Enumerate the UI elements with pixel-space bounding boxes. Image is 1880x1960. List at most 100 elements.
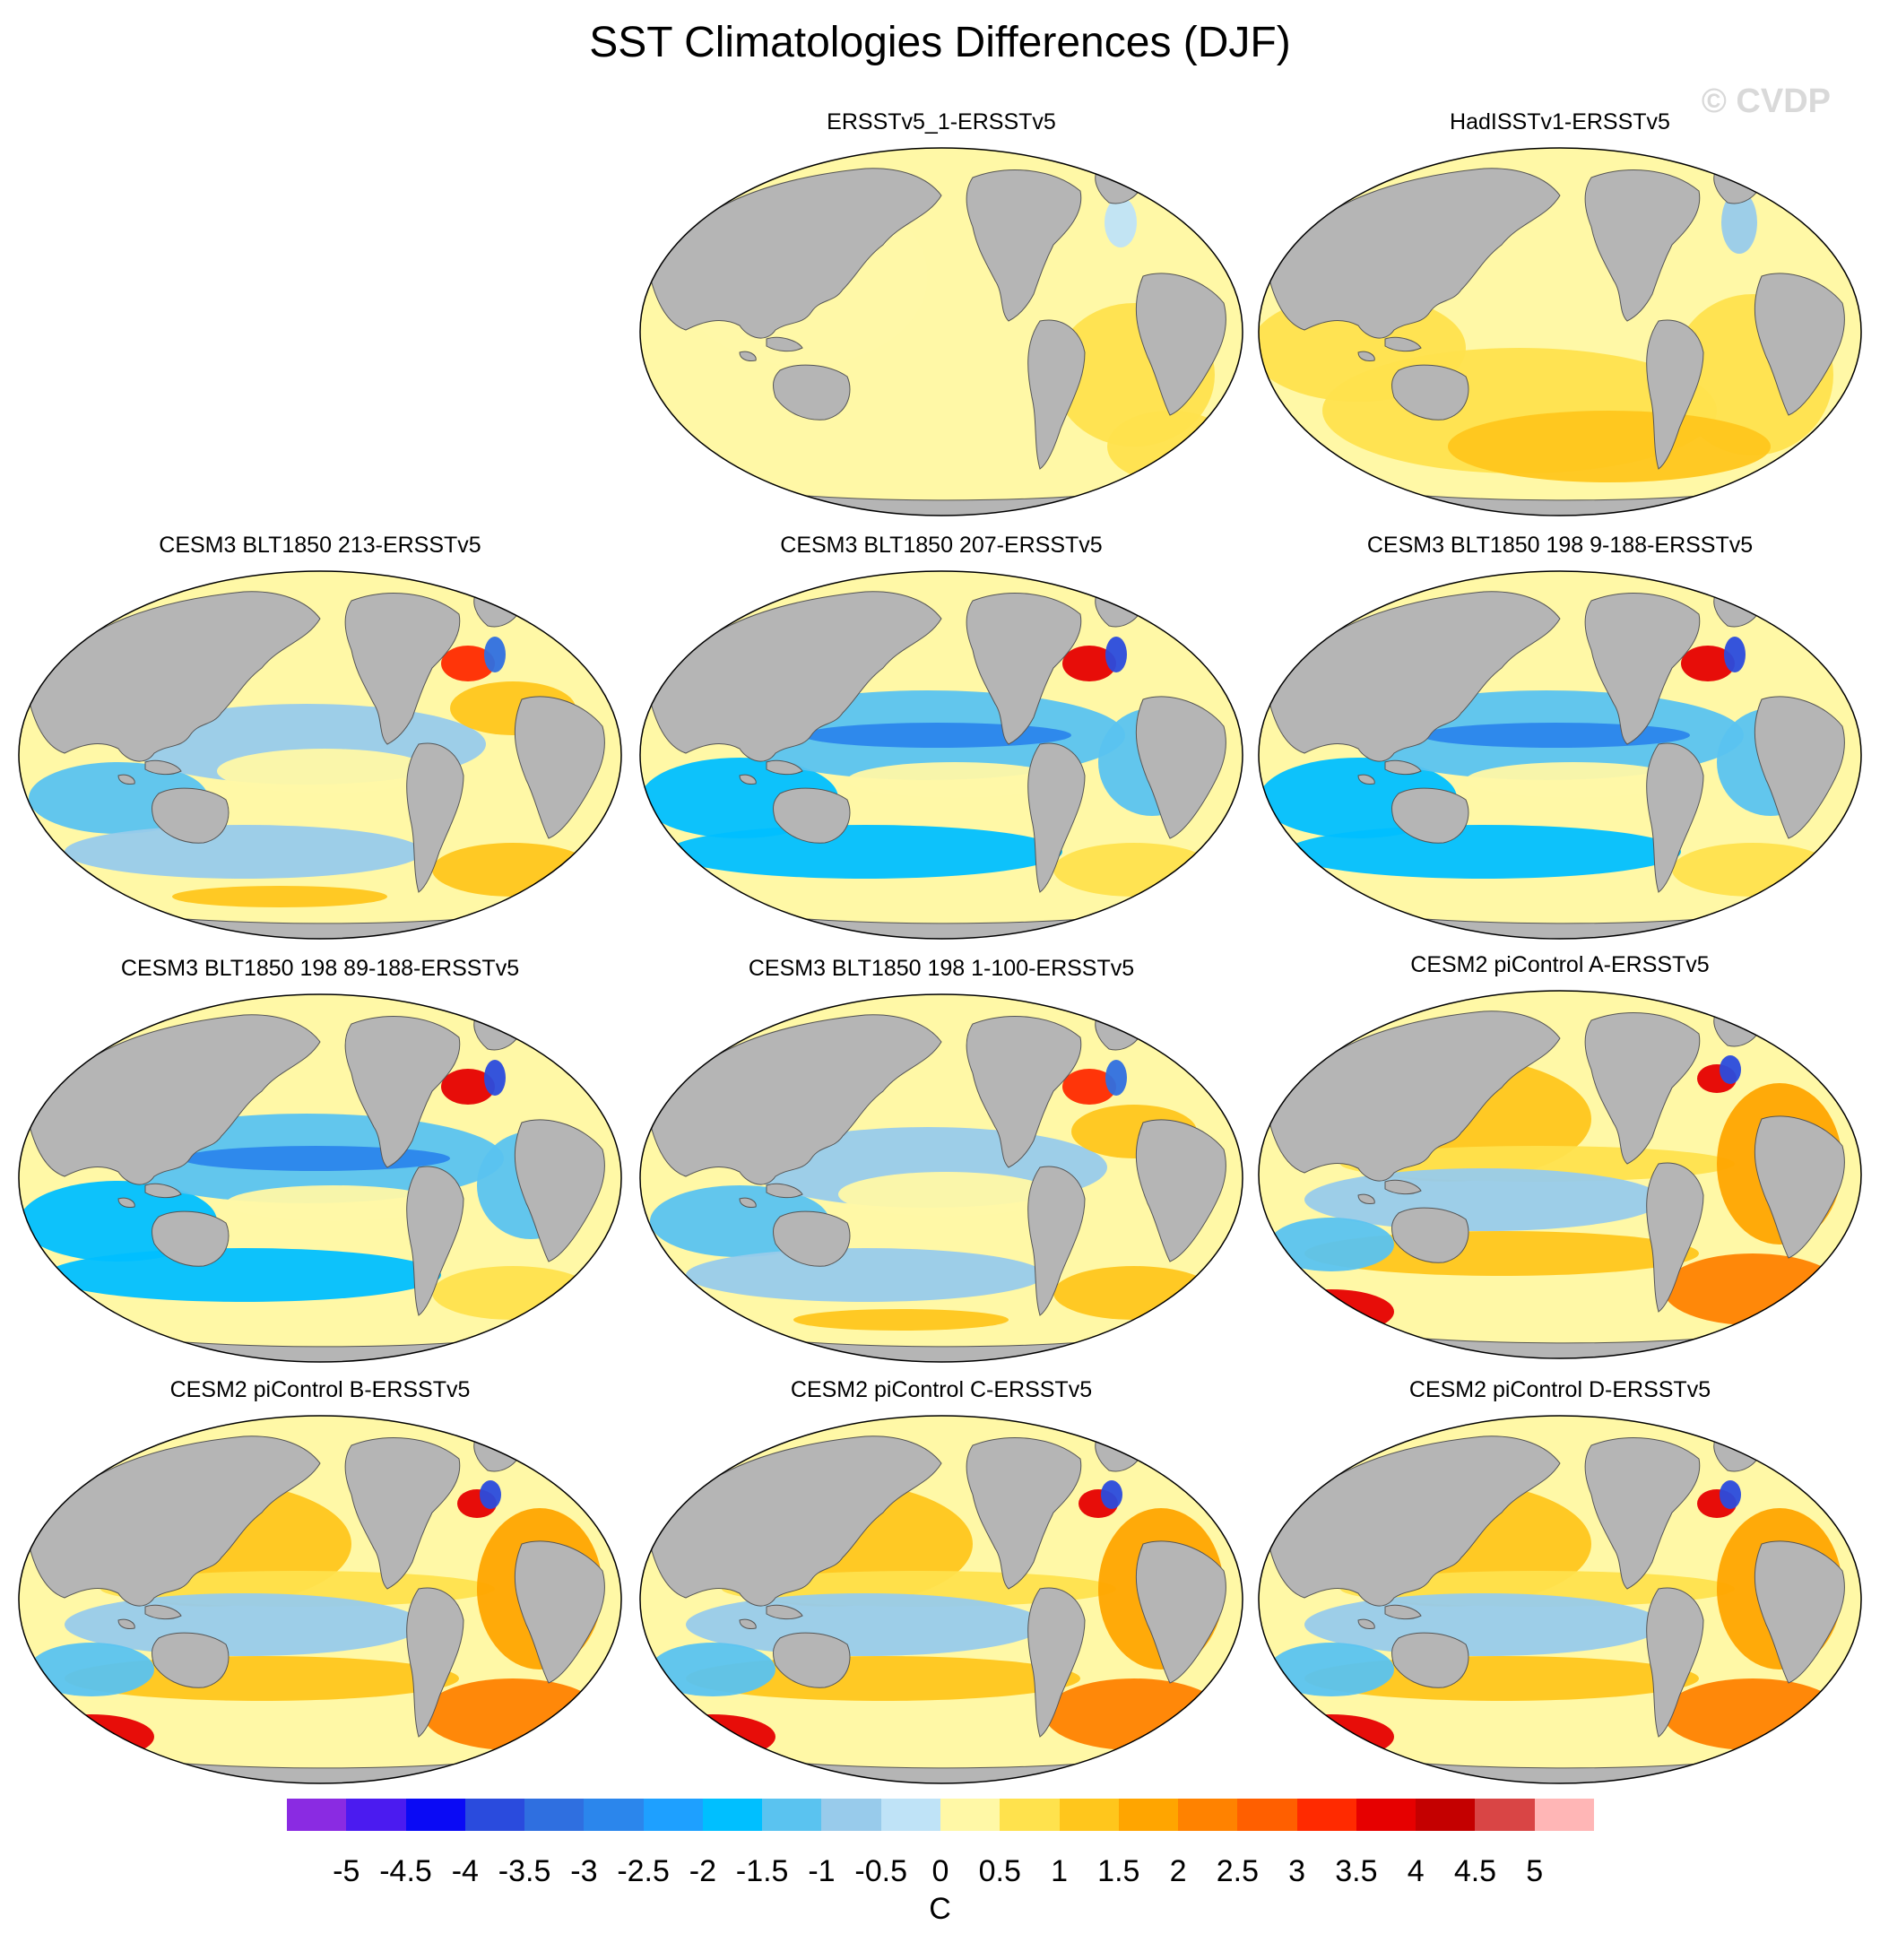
colorbar-tick-label: 0.5 [978,1854,1021,1888]
colorbar-tick-labels: -5 -4.5 -4 -3.5 -3 -2.5 -2 -1.5 -1 -0.5 0 0.5 1 1.5 2 2… [0,1854,1880,1890]
colorbar-tick-label: 0 [931,1854,949,1888]
land-mass [649,591,942,762]
land-mass [1268,168,1561,339]
land-mass [1357,1618,1375,1629]
land-mass [966,593,1082,745]
land-mass [1027,1166,1086,1316]
sst-anomaly-region [181,1146,450,1171]
colorbar-swatch [1534,1799,1595,1831]
map-border [1258,147,1862,516]
colorbar-tick-label: -1.5 [735,1854,789,1888]
land-mass [1027,319,1086,470]
land-mass [766,1183,803,1199]
land-mass [739,1197,757,1208]
panel-title: CESM3 BLT1850 207-ERSSTv5 [780,533,1103,558]
sst-anomaly-region [838,1172,1053,1217]
sst-anomaly-region [29,1714,154,1759]
map-panel-cesm3-207: CESM3 BLT1850 207-ERSSTv5 [632,533,1251,954]
colorbar-units: C [929,1892,951,1926]
land-mass [1646,742,1704,893]
colorbar-swatch [524,1799,585,1831]
sst-anomaly-region [1466,762,1681,798]
panel-title: HadISSTv1-ERSSTv5 [1450,109,1670,134]
sst-anomaly-region [1448,411,1771,482]
sst-anomaly-region [226,1185,441,1221]
land-mass [1584,593,1701,745]
sst-anomaly-region [650,1714,775,1759]
sst-anomaly-region [1663,1253,1842,1325]
colorbar-swatch [1118,1799,1179,1831]
colorbar-swatch [643,1799,704,1831]
colorbar-tick-label: 2.5 [1216,1854,1259,1888]
land-mass [1584,169,1701,322]
world-map [639,993,1243,1363]
world-map [1258,147,1862,516]
land-mass [152,1632,230,1688]
map-panel-cesm2-c: CESM2 piControl C-ERSSTv5 [632,1377,1251,1799]
land-mass [28,591,321,762]
land-mass [344,1437,461,1590]
land-mass [117,1618,135,1629]
colorbar-tick-label: -1 [808,1854,836,1888]
land-mass [514,1119,605,1262]
colorbar-tick-label: 4.5 [1453,1854,1497,1888]
land-mass [739,774,757,785]
sst-anomaly-region [650,1643,775,1696]
land-mass [152,787,230,844]
colorbar-swatch [405,1799,466,1831]
sst-anomaly-region [1105,637,1127,672]
sst-anomaly-region [1720,1055,1741,1084]
land-mass [1384,1179,1422,1195]
map-panel-ersstv5-1: ERSSTv5_1-ERSSTv5 [632,109,1251,531]
land-mass [1357,351,1375,361]
sst-anomaly-region [484,637,506,672]
world-map [18,993,622,1363]
colorbar-swatch [940,1799,1001,1831]
panel-title: CESM3 BLT1850 198 9-188-ERSSTv5 [1366,533,1754,558]
land-mass [406,742,464,893]
land-mass [1268,591,1561,762]
colorbar-swatch [464,1799,525,1831]
world-map [639,570,1243,940]
land-mass [406,1166,464,1316]
sst-anomaly-region [1269,1714,1394,1759]
sst-anomaly-region [1681,646,1735,681]
world-map [1258,990,1862,1359]
land-mass [1268,1010,1561,1182]
map-panel-cesm3-198-1-100: CESM3 BLT1850 198 1-100-ERSSTv5 [632,956,1251,1377]
colorbar-tick-label: 1 [1051,1854,1068,1888]
sst-anomaly-region [432,843,593,897]
colorbar [287,1799,1595,1831]
panel-title: CESM3 BLT1850 198 1-100-ERSSTv5 [748,956,1135,981]
sst-anomaly-region [1053,1266,1215,1320]
world-map [1258,570,1862,940]
sst-anomaly-region [432,1266,593,1320]
land-mass [966,1016,1082,1168]
land-mass [1391,787,1469,844]
colorbar-tick-label: 4 [1407,1854,1425,1888]
colorbar-swatch [346,1799,407,1831]
panel-title: CESM2 piControl D-ERSSTv5 [1408,1377,1711,1402]
map-border [1258,570,1862,940]
land-mass [966,1437,1082,1590]
colorbar-swatch [762,1799,822,1831]
colorbar-swatch [1296,1799,1357,1831]
colorbar-swatch [821,1799,882,1831]
colorbar-tick-label: -2 [689,1854,717,1888]
map-panel-cesm3-198-89-188: CESM3 BLT1850 198 89-188-ERSSTv5 [11,956,629,1377]
sst-anomaly-region [1269,1289,1394,1334]
colorbar-tick-label: 3.5 [1335,1854,1378,1888]
land-mass [1754,1540,1845,1684]
land-mass [1357,774,1375,785]
land-mass [773,1632,851,1688]
figure-title: SST Climatologies Differences (DJF) [589,19,1291,66]
sst-anomaly-region [1721,191,1757,254]
sst-anomaly-region [65,825,423,879]
land-mass [766,759,803,776]
panel-title: ERSSTv5_1-ERSSTv5 [827,109,1056,134]
world-map [639,1415,1243,1784]
land-mass [406,1587,464,1738]
land-mass [1384,1604,1422,1620]
map-border [639,570,1243,940]
land-mass [766,336,803,352]
